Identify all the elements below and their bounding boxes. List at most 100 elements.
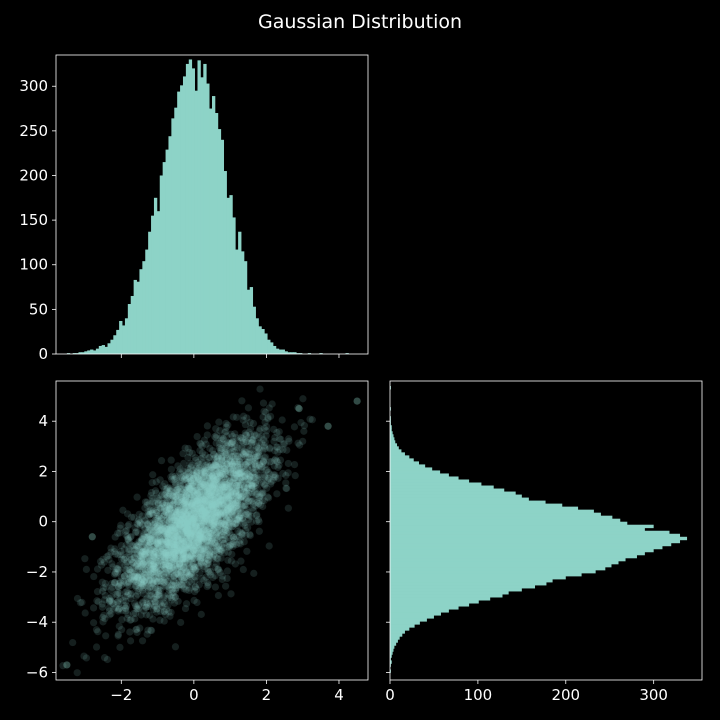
scatter-point <box>235 453 243 461</box>
top-hist-bar <box>162 162 166 354</box>
scatter-point <box>218 546 226 554</box>
scatter-point <box>124 522 132 530</box>
scatter-point <box>163 541 172 549</box>
scatter-point <box>229 519 237 528</box>
scatter-point <box>235 481 243 489</box>
scatter-point <box>127 546 135 554</box>
scatter-point <box>236 505 244 513</box>
scatter-point <box>231 455 239 463</box>
scatter-point <box>92 643 101 651</box>
scatter-point <box>182 549 190 557</box>
scatter-point <box>173 542 181 551</box>
scatter-point <box>278 416 286 424</box>
scatter-point <box>197 533 205 541</box>
scatter-point <box>192 530 200 538</box>
right-hist-bar <box>390 575 566 580</box>
top-hist-bar <box>212 96 216 355</box>
scatter-ytick-label: −6 <box>26 663 48 681</box>
scatter-point <box>194 514 202 522</box>
scatter-point <box>232 481 240 490</box>
scatter-point <box>277 435 285 443</box>
scatter-point <box>126 565 134 574</box>
scatter-point <box>206 480 214 488</box>
scatter-point <box>180 554 189 562</box>
scatter-point <box>209 504 217 513</box>
scatter-point <box>123 588 131 596</box>
scatter-point <box>223 567 232 575</box>
scatter-point <box>151 534 159 543</box>
scatter-point <box>150 505 158 514</box>
scatter-point <box>201 478 209 486</box>
scatter-point <box>119 606 127 615</box>
scatter-point <box>152 514 160 523</box>
scatter-point <box>178 574 186 583</box>
scatter-point <box>133 543 141 551</box>
scatter-point <box>209 505 217 513</box>
scatter-point <box>221 510 229 518</box>
scatter-point <box>160 592 168 600</box>
scatter-point <box>172 540 180 548</box>
right-hist-bar <box>390 606 459 610</box>
scatter-point <box>210 542 218 550</box>
top-hist-ytick-label: 250 <box>19 122 48 140</box>
scatter-point <box>193 476 202 484</box>
scatter-point <box>155 559 163 567</box>
scatter-point <box>227 469 235 477</box>
scatter-point <box>185 508 193 516</box>
scatter-point <box>142 545 150 553</box>
scatter-point <box>226 460 235 468</box>
scatter-point <box>218 456 226 464</box>
scatter-point <box>187 530 195 538</box>
scatter-point <box>173 491 181 499</box>
scatter-point <box>198 510 206 518</box>
scatter-point <box>195 581 203 589</box>
scatter-point <box>199 507 207 515</box>
scatter-point <box>233 478 241 486</box>
scatter-point <box>198 528 206 536</box>
scatter-point <box>190 515 198 523</box>
scatter-point <box>114 630 122 639</box>
scatter-point <box>185 483 193 491</box>
scatter-point <box>254 500 263 508</box>
scatter-point <box>205 493 214 501</box>
scatter-point <box>184 536 192 544</box>
scatter-point <box>182 509 190 517</box>
scatter-point <box>105 555 113 563</box>
scatter-point <box>219 524 227 533</box>
scatter-point <box>183 564 191 572</box>
scatter-point <box>167 542 175 550</box>
scatter-point <box>170 541 178 549</box>
scatter-point <box>143 520 152 528</box>
scatter-point <box>112 590 120 599</box>
scatter-point <box>171 523 179 532</box>
scatter-point <box>203 533 211 541</box>
scatter-point <box>146 532 154 540</box>
scatter-point <box>202 465 210 473</box>
scatter-point <box>132 570 140 578</box>
scatter-point <box>133 493 141 501</box>
scatter-point <box>190 503 198 511</box>
scatter-point <box>171 517 179 525</box>
scatter-point <box>219 536 227 544</box>
scatter-point <box>220 481 228 489</box>
scatter-point <box>212 462 221 470</box>
scatter-point <box>252 460 260 469</box>
scatter-point <box>211 583 220 591</box>
scatter-point <box>127 533 135 541</box>
scatter-point <box>236 540 244 548</box>
scatter-point <box>161 498 170 507</box>
scatter-point <box>241 511 249 519</box>
scatter-point <box>198 519 206 528</box>
scatter-point <box>173 508 181 516</box>
scatter-point <box>139 555 147 563</box>
scatter-point <box>195 540 203 548</box>
scatter-point <box>150 595 158 603</box>
scatter-point <box>156 517 164 525</box>
scatter-point <box>182 568 191 576</box>
scatter-point <box>176 492 185 500</box>
scatter-point <box>222 440 230 449</box>
scatter-point <box>179 550 187 558</box>
scatter-point <box>183 520 192 528</box>
scatter-point <box>178 518 186 526</box>
scatter-point <box>164 535 173 543</box>
